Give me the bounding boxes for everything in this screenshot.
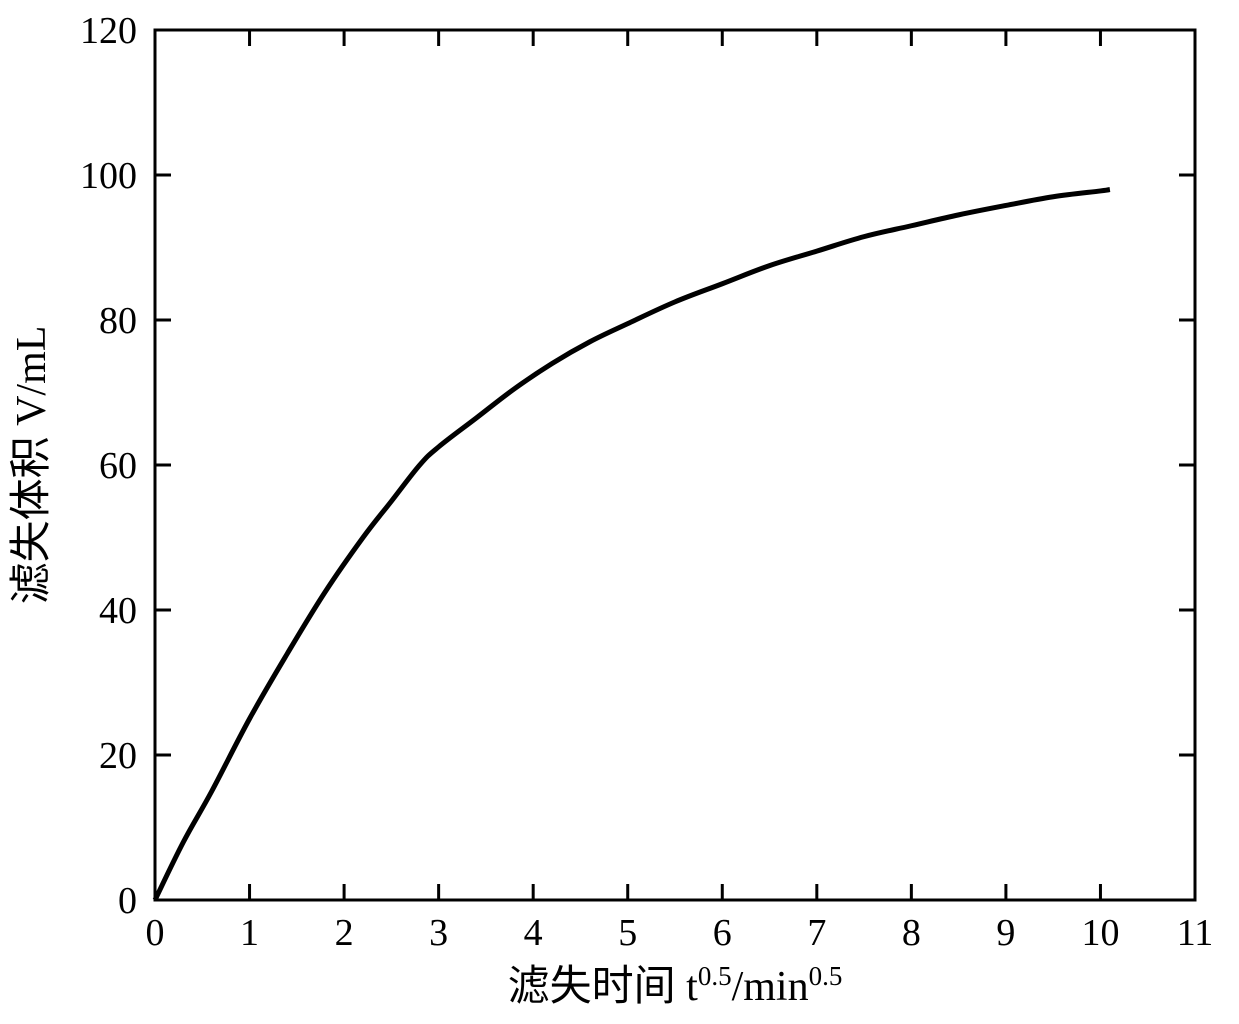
plot-frame	[155, 30, 1195, 900]
x-tick-label: 4	[524, 912, 543, 954]
x-tick-label: 8	[902, 912, 921, 954]
y-tick-label: 20	[99, 735, 137, 777]
x-tick-label: 10	[1081, 912, 1119, 954]
x-axis-title: 滤失时间 t0.5/min0.5	[508, 961, 843, 1010]
x-tick-label: 7	[807, 912, 826, 954]
x-tick-label: 9	[996, 912, 1015, 954]
y-axis-title: 滤失体积 V/mL	[9, 326, 55, 605]
y-tick-label: 120	[80, 10, 137, 52]
x-tick-label: 11	[1177, 912, 1214, 954]
y-tick-label: 80	[99, 300, 137, 342]
x-tick-label: 5	[618, 912, 637, 954]
y-tick-label: 0	[118, 880, 137, 922]
chart-container: 0 1 2 3 4 5 6 7 8 9 10 11 0 20 40 60 80 100 120 滤失时间 t0.5/m…	[0, 0, 1239, 1024]
y-tick-label: 100	[80, 155, 137, 197]
x-tick-label: 3	[429, 912, 448, 954]
x-tick-label: 2	[335, 912, 354, 954]
y-tick-label: 40	[99, 590, 137, 632]
x-tick-label: 6	[713, 912, 732, 954]
line-chart: 0 1 2 3 4 5 6 7 8 9 10 11 0 20 40 60 80 100 120 滤失时间 t0.5/m…	[0, 0, 1239, 1024]
x-tick-label: 1	[240, 912, 259, 954]
x-tick-label: 0	[146, 912, 165, 954]
y-tick-label: 60	[99, 445, 137, 487]
data-series-line	[155, 190, 1110, 901]
